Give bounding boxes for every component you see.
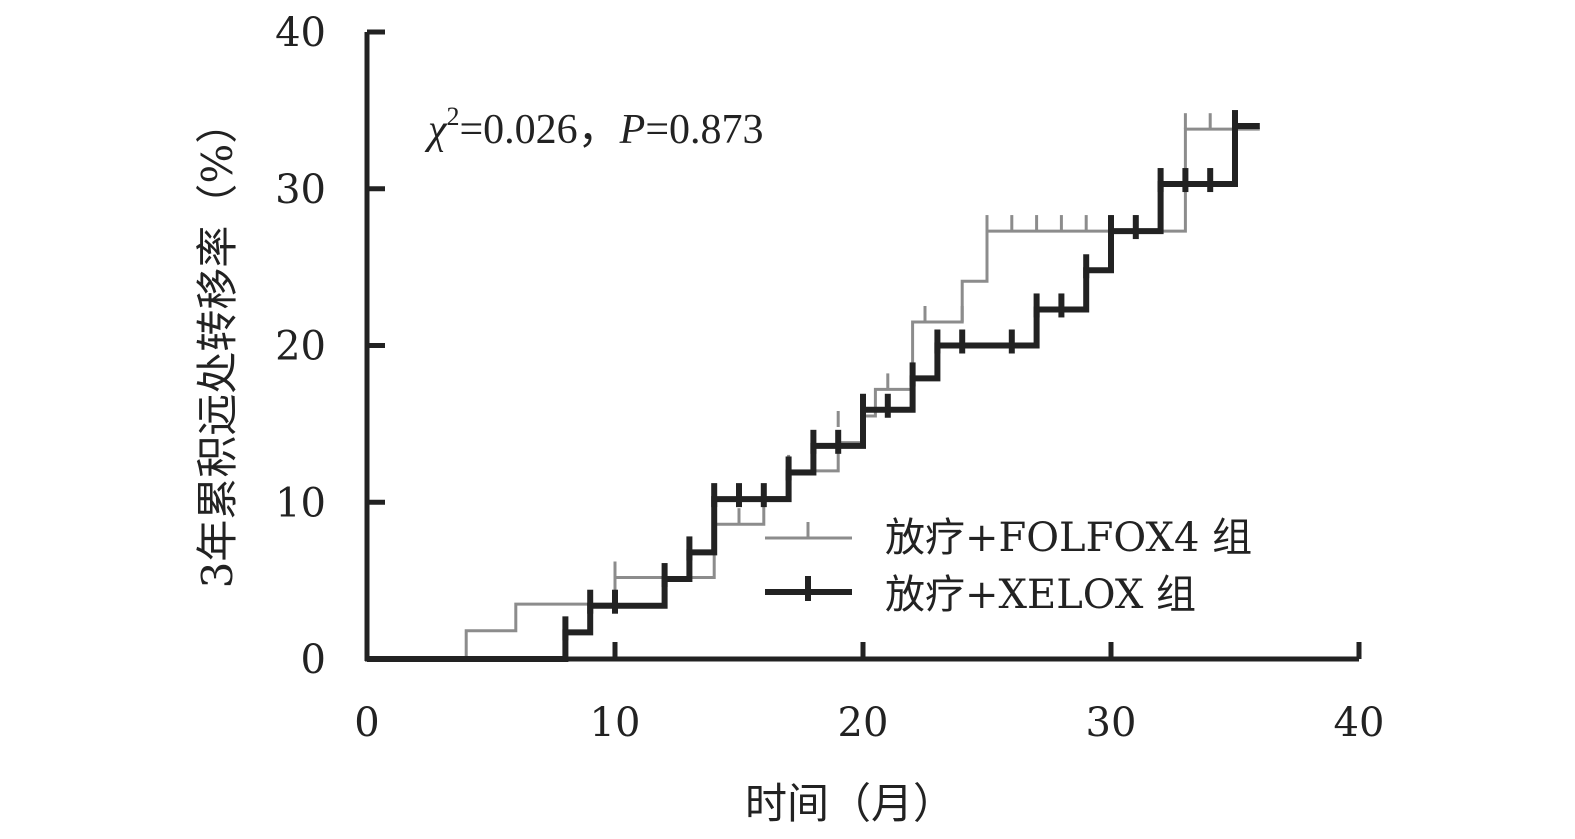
x-tick-label: 20 — [838, 700, 889, 746]
y-tick-label: 10 — [275, 480, 326, 526]
legend: 放疗+FOLFOX4 组 放疗+XELOX 组 — [765, 515, 1252, 618]
y-axis-title: 3年累积远处转移率（%） — [193, 102, 242, 589]
y-tick-label: 40 — [275, 10, 326, 56]
legend-label-xelox: 放疗+XELOX 组 — [885, 572, 1196, 618]
x-tick-label: 0 — [354, 700, 379, 746]
x-tick-label: 10 — [590, 700, 641, 746]
p-value: =0.873 — [645, 107, 763, 153]
x-axis-title: 时间（月） — [745, 779, 955, 828]
chi-value: =0.026， — [459, 107, 619, 153]
x-tick-label: 30 — [1086, 700, 1137, 746]
x-tick-label: 40 — [1334, 700, 1385, 746]
chi-superscript: 2 — [446, 102, 459, 131]
y-tick-label: 0 — [301, 637, 326, 683]
y-axis-ticks: 0 10 20 30 40 — [275, 10, 385, 683]
y-tick-label: 30 — [275, 167, 326, 213]
legend-label-folfox4: 放疗+FOLFOX4 组 — [885, 515, 1252, 561]
y-tick-label: 20 — [275, 324, 326, 370]
p-symbol: P — [619, 107, 646, 153]
x-axis-ticks: 0 10 20 30 40 — [354, 642, 1384, 746]
chi-symbol: χ — [424, 107, 448, 153]
statistics-annotation: χ2=0.026，P=0.873 — [424, 102, 764, 153]
series-xelox — [367, 110, 1260, 662]
series-layer — [367, 110, 1260, 662]
